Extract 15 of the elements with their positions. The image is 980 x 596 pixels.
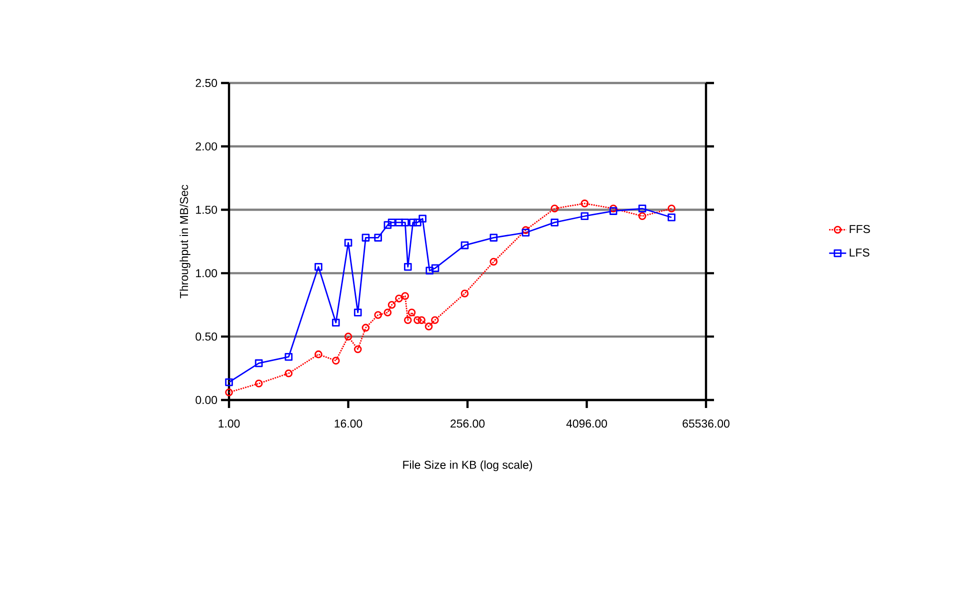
y-tick-label: 1.00 (196, 269, 218, 278)
x-tick-label: 1.00 (218, 420, 240, 428)
x-tick-label: 16.00 (334, 420, 362, 428)
x-axis-title: File Size in KB (log scale) (403, 460, 532, 472)
x-tick-label: 65536.00 (682, 420, 730, 428)
y-tick-label: 1.50 (196, 206, 218, 214)
x-tick-label: 256.00 (450, 420, 485, 428)
legend-label: LFS (850, 248, 870, 257)
y-tick-label: 0.50 (196, 332, 218, 341)
y-tick-label: 2.00 (196, 142, 218, 150)
y-axis-title: Throughput in MB/Sec (180, 184, 190, 298)
y-tick-label: 0.00 (196, 396, 218, 404)
legend-label: FFS (850, 225, 870, 234)
y-tick-label: 2.50 (196, 78, 218, 88)
x-tick-label: 4096.00 (566, 420, 608, 428)
